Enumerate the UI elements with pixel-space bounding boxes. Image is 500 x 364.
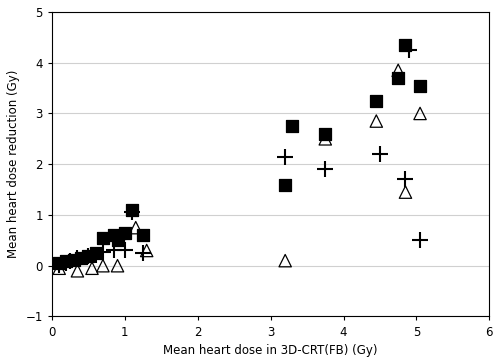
Point	[372, 98, 380, 104]
Point	[405, 47, 413, 53]
Point	[92, 252, 100, 257]
Point	[55, 265, 63, 271]
Point	[322, 136, 330, 142]
Point	[402, 189, 409, 195]
Point	[114, 263, 122, 269]
Point	[66, 258, 74, 264]
Point	[110, 248, 118, 253]
Point	[99, 235, 107, 241]
Point	[99, 249, 107, 254]
Point	[142, 248, 150, 253]
Point	[402, 177, 409, 182]
Point	[281, 258, 289, 264]
Point	[88, 265, 96, 271]
Point	[139, 232, 147, 238]
Point	[62, 260, 70, 266]
Point	[74, 268, 82, 274]
Point	[132, 225, 140, 230]
Point	[62, 258, 70, 264]
Point	[416, 237, 424, 243]
Point	[84, 253, 92, 258]
Point	[128, 207, 136, 213]
Point	[288, 123, 296, 129]
Point	[394, 75, 402, 81]
Point	[281, 154, 289, 159]
Point	[139, 250, 147, 256]
Point	[416, 83, 424, 88]
Point	[376, 151, 384, 157]
Point	[92, 250, 100, 256]
Point	[77, 255, 85, 261]
Y-axis label: Mean heart dose reduction (Gy): Mean heart dose reduction (Gy)	[7, 70, 20, 258]
Point	[114, 237, 122, 243]
Point	[402, 42, 409, 48]
Point	[322, 131, 330, 136]
Point	[416, 111, 424, 116]
Point	[84, 253, 92, 258]
Point	[74, 255, 82, 261]
Point	[99, 263, 107, 269]
Point	[70, 257, 78, 262]
Point	[394, 67, 402, 73]
Point	[121, 248, 129, 253]
Point	[372, 118, 380, 124]
Point	[281, 182, 289, 187]
Point	[128, 210, 136, 215]
Point	[110, 232, 118, 238]
Point	[55, 260, 63, 266]
X-axis label: Mean heart dose in 3D-CRT(FB) (Gy): Mean heart dose in 3D-CRT(FB) (Gy)	[164, 344, 378, 357]
Point	[121, 230, 129, 236]
Point	[322, 166, 330, 172]
Point	[55, 262, 63, 268]
